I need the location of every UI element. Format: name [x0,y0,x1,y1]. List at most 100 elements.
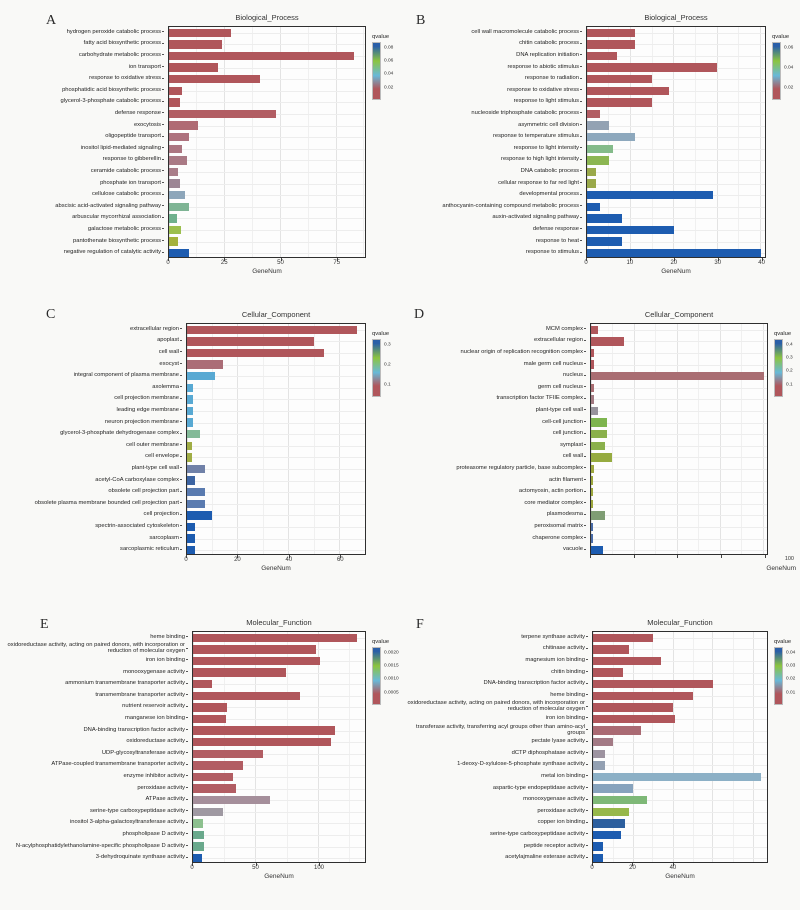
gridline-row [187,480,365,482]
y-axis-label: serine-type carboxypeptidase activity [400,828,592,840]
bar [193,726,335,735]
y-axis-label: iron ion binding [0,654,192,666]
bar [587,98,653,107]
bar [591,453,612,462]
gridline-minor [211,324,213,554]
colorbar-tick-label: 0.01 [786,690,796,696]
colorbar-tick-labels: 0.04 0.03 0.02 0.01 [783,647,800,703]
bar [169,190,185,200]
bar [193,679,212,689]
y-axis-label: iron ion binding [400,712,592,724]
gridline-row [591,492,767,494]
gridline-row [591,503,767,505]
x-axis: 0 25 50 75 [166,258,366,267]
bar [587,214,622,223]
colorbar-tick-label: 0.2 [384,362,391,368]
bar [187,325,358,335]
y-axis-label: oxidoreductase activity, acting on paire… [400,700,592,712]
bar [593,645,629,654]
colorbar-tick-label: 0.04 [384,71,394,77]
y-axis-labels: MCM complex extracellular region nuclear o… [400,323,590,555]
legend: qvalue 0.4 0.3 0.2 0.1 [768,323,800,555]
bar [593,703,673,712]
gridline-row [591,422,767,424]
x-tick-label: 0 [184,557,188,563]
gridline-row [169,79,365,81]
gridline-row [187,538,365,540]
gridline-row [193,846,365,848]
gridline-row [591,353,767,354]
colorbar-tick-label: 0.3 [384,342,391,348]
legend-title: qvalue [372,639,390,645]
gridline-major [255,632,257,862]
x-tick-label: 0 [584,260,588,266]
bar [593,761,605,770]
gridline-minor [612,632,614,862]
gridline-major [676,324,678,554]
y-axis-label: MCM complex [400,323,590,335]
gridline-row [169,183,365,185]
bar [169,63,218,72]
y-axis-label: response to gibberellin [0,154,168,166]
bar [593,691,693,701]
gridline-row [591,550,767,552]
bar [193,749,264,759]
y-axis-label: abscisic acid-activated signaling pathwa… [0,200,168,212]
x-axis: 0 20 40 60 [184,555,366,564]
panel-C: C Cellular_Component extracellular region a… [0,302,400,610]
x-axis-title: GeneNum [252,268,282,275]
bar [187,545,195,554]
legend: qvalue 0.06 0.04 0.02 [766,26,800,258]
y-axis-label: metal ion binding [400,770,592,782]
x-tick-mark [319,863,320,866]
gridline-row [593,753,767,755]
bar [187,499,205,509]
y-axis-label: acetylajmaline esterase activity [400,851,592,863]
gridline-row [169,148,365,150]
y-axis-label: peroxidase activity [0,782,192,794]
bar [193,656,320,666]
x-axis-title: GeneNum [766,565,796,572]
colorbar-tick-label: 0.0020 [384,650,399,656]
gridline-minor [655,324,657,554]
gridline-row [193,835,365,836]
panel-letter: A [46,13,57,28]
y-axis-label: integral component of plasma membrane [0,369,186,381]
gridline-row [593,846,767,848]
bar [193,842,205,851]
gridline-row [587,56,765,57]
gridline-major [318,632,320,862]
x-tick-mark [224,258,226,261]
bar [593,633,653,643]
y-axis-label: DNA catabolic process [400,165,586,177]
y-axis-label: glycerol-3-phosphate catabolic process [0,96,168,108]
gridline-row [591,329,767,331]
y-axis-label: 3-dehydroquinate synthase activity [0,851,192,863]
y-axis-label: sarcoplasmic reticulum [0,543,186,555]
y-axis-label: inositol 3-alpha-galactosyltransferase a… [0,817,192,829]
bar [193,691,300,701]
gridline-row [169,102,365,104]
x-tick-label: 50 [252,865,259,871]
bar [187,360,223,369]
gridline-minor [364,324,365,554]
y-axis-label: male germ cell nucleus [400,358,590,370]
bar [593,656,661,666]
bar [591,464,595,474]
gridline-row [169,218,365,220]
chart-area: Biological_Process cell wall macromolecul… [400,11,800,279]
gridline-major [712,632,714,862]
gridline-row [169,253,365,255]
gridline-row [193,800,365,802]
y-axis-label: cell wall [0,346,186,358]
gridline-row [169,44,365,46]
legend-title: qvalue [774,331,792,337]
gridline-minor [651,27,653,257]
gridline-major [224,27,226,257]
x-tick-mark [673,258,675,261]
gridline-row [593,742,767,744]
y-axis-label: spectrin-associated cytoskeleton [0,520,186,532]
y-axis-label: anthocyanin-containing compound metaboli… [400,200,586,212]
panel-A: A Biological_Process hydrogen peroxide cat… [0,5,400,302]
y-axis-label: chitin catabolic process [400,38,586,50]
